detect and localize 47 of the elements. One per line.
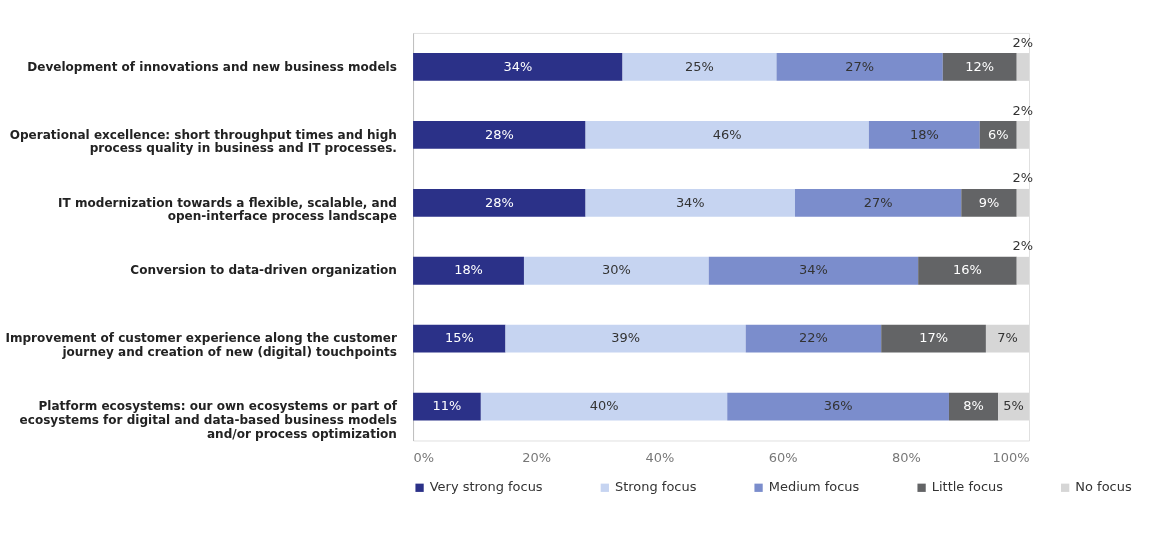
legend-label: Medium focus	[768, 479, 860, 495]
data-label: 15%	[444, 330, 474, 346]
x-tick-label: 100%	[992, 450, 1030, 466]
y-tick-label: IT modernization towards a flexible, scalable, and open-interface process landscape	[58, 195, 397, 224]
y-tick-label: Development of innovations and new business models	[27, 59, 397, 74]
x-tick-label: 60%	[768, 450, 798, 466]
data-label: 11%	[432, 398, 462, 414]
data-label: 34%	[503, 58, 533, 74]
data-label: 28%	[484, 194, 514, 210]
data-label: 2%	[1012, 102, 1034, 118]
y-tick-label: Conversion to data-driven organization	[130, 263, 397, 278]
legend-label: Little focus	[931, 479, 1004, 495]
legend-label: Very strong focus	[429, 479, 543, 495]
data-label: 6%	[987, 126, 1009, 142]
data-label: 22%	[799, 330, 828, 346]
data-label: 25%	[685, 58, 714, 74]
data-label: 39%	[611, 330, 640, 346]
x-tick-label: 80%	[891, 450, 921, 466]
data-label: 36%	[823, 398, 853, 414]
data-label: 27%	[845, 58, 875, 74]
data-label: 8%	[963, 398, 984, 414]
data-label: 34%	[799, 262, 828, 278]
x-tick-label: 0%	[413, 450, 435, 466]
y-tick-label: Improvement of customer experience along the customer journey and creation of new (digital) touchpoints	[5, 331, 397, 360]
data-label: 30%	[601, 262, 631, 278]
data-label: 28%	[484, 126, 514, 142]
data-label: 5%	[1003, 398, 1024, 414]
data-label: 12%	[965, 58, 995, 74]
data-label: 34%	[675, 194, 705, 210]
data-label: 18%	[454, 262, 483, 278]
data-label: 2%	[1012, 34, 1034, 50]
x-tick-label: 40%	[645, 450, 675, 466]
x-tick-label: 20%	[522, 450, 552, 466]
data-label: 40%	[589, 398, 619, 414]
y-tick-label: Platform ecosystems: our own ecosystems or part of ecosystems for digital and data-based business models and/or process optimization	[19, 399, 398, 442]
data-label: 27%	[863, 194, 893, 210]
legend-label: No focus	[1075, 479, 1132, 495]
data-label: 7%	[997, 330, 1018, 346]
legend-label: Strong focus	[615, 479, 697, 495]
data-label: 16%	[953, 262, 982, 278]
data-label: 17%	[919, 330, 948, 346]
data-label: 9%	[978, 194, 1000, 210]
data-label: 2%	[1012, 170, 1034, 186]
data-label: 2%	[1012, 238, 1034, 254]
data-label: 46%	[712, 126, 742, 142]
y-tick-label: Operational excellence: short throughput times and high process quality in business and IT processes.	[9, 127, 397, 156]
data-label: 18%	[909, 126, 939, 142]
